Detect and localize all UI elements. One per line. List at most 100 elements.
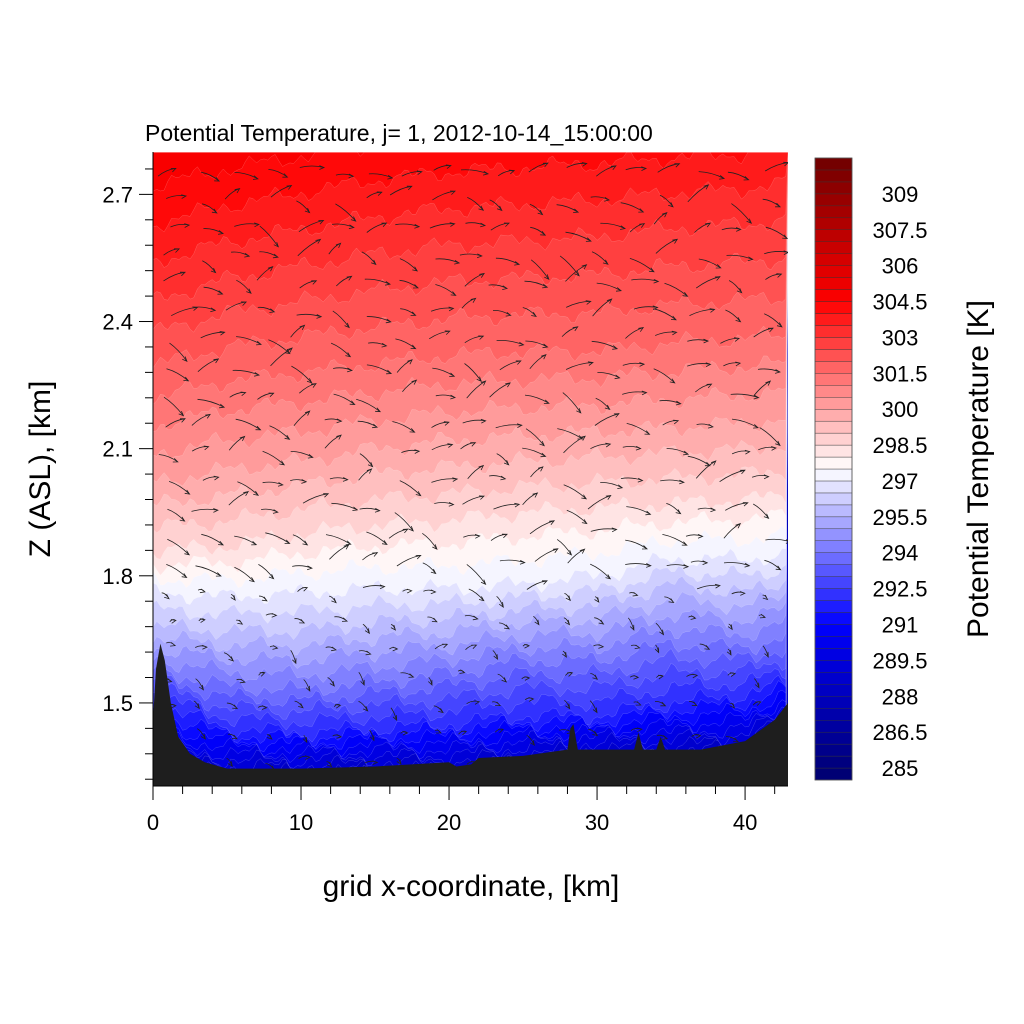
colorbar-box <box>814 193 853 207</box>
colorbar-tick-label: 289.5 <box>872 648 927 673</box>
wind-vector <box>237 481 260 496</box>
wind-vector <box>169 619 177 624</box>
wind-vector <box>268 169 289 178</box>
wind-vector <box>566 509 588 525</box>
wind-vector <box>431 421 450 428</box>
wind-vector <box>297 238 322 257</box>
wind-vector <box>762 198 782 208</box>
wind-vector <box>499 360 522 371</box>
colorbar-box <box>814 576 853 589</box>
wind-vector <box>434 729 442 734</box>
colorbar-box <box>814 325 853 338</box>
wind-vector <box>499 559 526 565</box>
wind-vector <box>629 223 646 233</box>
wind-vector <box>324 434 342 449</box>
wind-vector <box>434 643 449 650</box>
wind-vector <box>259 251 279 259</box>
wind-vector <box>460 169 490 176</box>
wind-vector <box>559 255 580 277</box>
colorbar-box <box>814 253 853 266</box>
colorbar-box <box>814 277 853 290</box>
wind-vector <box>563 435 586 454</box>
wind-vector <box>596 165 617 177</box>
wind-vector <box>664 596 675 604</box>
wind-vector <box>566 162 588 168</box>
wind-vector <box>366 364 393 375</box>
wind-vector <box>495 423 523 429</box>
wind-vector <box>561 326 579 337</box>
colorbar-box <box>814 504 853 518</box>
colorbar-box <box>814 289 853 302</box>
wind-vector <box>726 254 754 262</box>
wind-vector <box>294 700 304 709</box>
wind-vector <box>594 413 620 426</box>
wind-vector <box>496 453 510 466</box>
wind-vector <box>723 522 742 539</box>
wind-vector <box>725 502 749 511</box>
wind-vector <box>336 275 353 287</box>
wind-vector <box>565 361 594 370</box>
wind-vector <box>234 172 259 180</box>
colorbar-box <box>814 552 853 565</box>
wind-vector <box>196 728 207 740</box>
wind-vector <box>526 580 548 590</box>
wind-vector <box>625 327 645 339</box>
colorbar-box <box>814 743 853 757</box>
wind-vector <box>329 477 349 482</box>
wind-vector <box>362 552 379 561</box>
wind-vector <box>459 253 483 259</box>
wind-vector <box>292 565 313 571</box>
x-axis-label: grid x-coordinate, [km] <box>323 870 620 903</box>
colorbar-box <box>814 157 853 171</box>
wind-vector <box>719 469 746 483</box>
wind-vector <box>258 595 268 602</box>
wind-vector <box>331 502 359 511</box>
wind-vector <box>524 280 549 289</box>
wind-vector <box>657 163 681 173</box>
wind-vector <box>165 418 186 428</box>
wind-vector <box>688 615 697 620</box>
chart-title: Potential Temperature, j= 1, 2012-10-14_… <box>145 120 653 146</box>
wind-vector <box>368 342 388 348</box>
colorbar-box <box>814 719 853 733</box>
colorbar-tick-label: 298.5 <box>872 433 927 458</box>
wind-vector <box>688 701 698 707</box>
wind-vector <box>653 308 677 321</box>
wind-vector <box>331 223 355 230</box>
wind-vector <box>333 393 356 405</box>
wind-vector <box>529 203 544 216</box>
colorbar-tick-label: 301.5 <box>872 361 927 386</box>
wind-vector <box>428 677 433 686</box>
wind-vector <box>529 520 556 535</box>
wind-vector <box>234 566 255 583</box>
wind-vector <box>654 701 667 707</box>
wind-vector <box>620 477 644 483</box>
wind-vector <box>230 594 236 601</box>
wind-vector <box>728 280 743 294</box>
wind-vector <box>731 449 751 455</box>
wind-vector <box>432 190 456 201</box>
wind-vector <box>731 418 759 429</box>
y-tick-label: 2.4 <box>102 310 133 335</box>
x-tick-label: 0 <box>147 810 159 835</box>
colorbar-box <box>814 755 853 769</box>
colorbar-box <box>814 217 853 230</box>
colorbar-box <box>814 636 853 649</box>
wind-vector <box>694 222 712 233</box>
colorbar-box <box>814 731 853 745</box>
wind-vector <box>633 701 642 706</box>
wind-vector <box>362 623 371 635</box>
wind-vector <box>466 564 487 585</box>
wind-vector <box>333 367 353 373</box>
wind-vector <box>622 445 642 451</box>
colorbar-box <box>814 229 853 242</box>
colorbar-box <box>814 349 853 362</box>
wind-vector <box>298 755 311 760</box>
colorbar-box <box>814 241 853 254</box>
wind-vector <box>725 309 742 323</box>
wind-vector <box>464 272 485 287</box>
terrain <box>153 643 788 786</box>
wind-vector <box>329 544 350 560</box>
wind-vector <box>556 539 573 556</box>
